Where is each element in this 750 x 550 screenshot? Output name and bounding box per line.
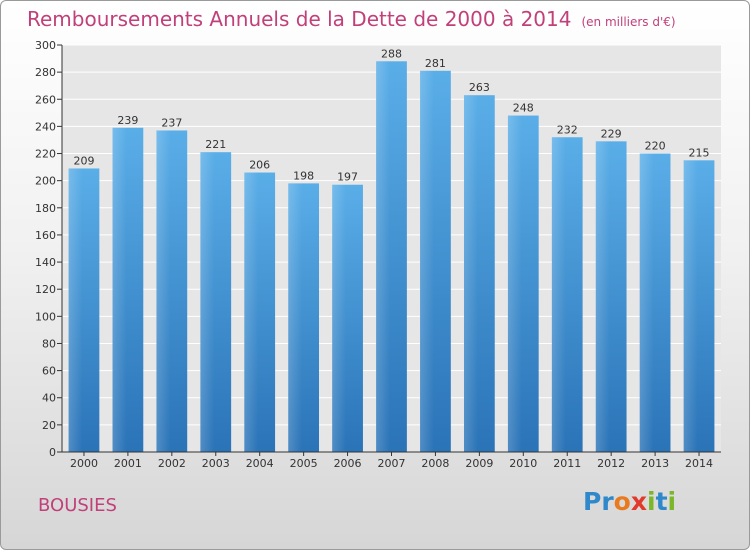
x-tick-label-2007: 2007	[378, 457, 406, 470]
x-tick-label-2011: 2011	[553, 457, 581, 470]
place-name: BOUSIES	[38, 495, 117, 516]
value-label-2006: 197	[337, 171, 358, 184]
y-tick-label: 220	[35, 148, 56, 161]
y-tick-label: 140	[35, 256, 56, 269]
logo-letter: i	[667, 487, 677, 516]
value-label-2004: 206	[249, 159, 270, 172]
value-label-2013: 220	[645, 140, 666, 153]
chart-title: Remboursements Annuels de la Dette de 20…	[27, 7, 676, 31]
bar-shine-2004	[244, 172, 259, 452]
logo-letter: i	[647, 487, 656, 516]
bar-shine-2012	[595, 141, 610, 452]
value-label-2003: 221	[205, 138, 226, 151]
x-tick-label-2009: 2009	[465, 457, 493, 470]
proxiti-logo: Proxiti	[583, 487, 676, 516]
logo-letter: t	[655, 487, 668, 516]
y-tick-label: 260	[35, 93, 56, 106]
x-tick-label-2002: 2002	[158, 457, 186, 470]
y-tick-label: 200	[35, 175, 56, 188]
value-label-2002: 237	[161, 116, 182, 129]
y-tick-label: 20	[42, 419, 56, 432]
value-label-2001: 239	[117, 114, 138, 127]
bar-shine-2005	[288, 183, 303, 452]
logo-letter: o	[613, 487, 631, 516]
value-label-2007: 288	[381, 47, 402, 60]
logo-letter: r	[601, 487, 614, 516]
bar-shine-2003	[200, 152, 215, 452]
x-tick-label-2008: 2008	[421, 457, 449, 470]
value-label-2009: 263	[469, 81, 490, 94]
value-label-2010: 248	[513, 102, 534, 115]
value-label-2000: 209	[73, 154, 94, 167]
y-tick-label: 120	[35, 283, 56, 296]
y-tick-label: 280	[35, 66, 56, 79]
x-tick-label-2000: 2000	[70, 457, 98, 470]
x-tick-label-2012: 2012	[597, 457, 625, 470]
x-tick-label-2013: 2013	[641, 457, 669, 470]
bar-shine-2000	[68, 168, 83, 452]
x-tick-label-2010: 2010	[509, 457, 537, 470]
y-tick-label: 60	[42, 365, 56, 378]
x-tick-label-2005: 2005	[290, 457, 318, 470]
bar-shine-2010	[507, 115, 522, 453]
y-tick-label: 80	[42, 337, 56, 350]
x-tick-label-2006: 2006	[334, 457, 362, 470]
bar-shine-2008	[420, 70, 434, 452]
x-tick-label-2003: 2003	[202, 457, 230, 470]
y-tick-label: 0	[49, 446, 56, 459]
bar-shine-2001	[112, 127, 127, 453]
bar-shine-2006	[332, 184, 347, 452]
x-tick-label-2014: 2014	[685, 457, 713, 470]
bar-shine-2011	[551, 137, 566, 452]
bar-shine-2014	[683, 160, 698, 453]
value-label-2014: 215	[689, 146, 710, 159]
x-tick-label-2004: 2004	[246, 457, 274, 470]
bar-shine-2013	[639, 153, 654, 453]
value-label-2012: 229	[601, 127, 622, 140]
y-tick-label: 180	[35, 202, 56, 215]
y-tick-label: 40	[42, 392, 56, 405]
bar-shine-2002	[156, 130, 171, 452]
value-label-2005: 198	[293, 169, 314, 182]
y-tick-label: 100	[35, 310, 56, 323]
y-tick-label: 160	[35, 229, 56, 242]
bar-shine-2007	[376, 61, 390, 452]
y-tick-label: 300	[35, 39, 56, 52]
x-tick-label-2001: 2001	[114, 457, 142, 470]
bar-shine-2009	[463, 95, 478, 453]
logo-letter: x	[630, 487, 647, 516]
y-tick-label: 240	[35, 120, 56, 133]
value-label-2011: 232	[557, 123, 578, 136]
logo-letter: P	[583, 487, 602, 516]
chart-title-text: Remboursements Annuels de la Dette de 20…	[27, 7, 572, 31]
value-label-2008: 281	[425, 57, 446, 70]
chart-unit: (en milliers d'€)	[581, 15, 676, 29]
